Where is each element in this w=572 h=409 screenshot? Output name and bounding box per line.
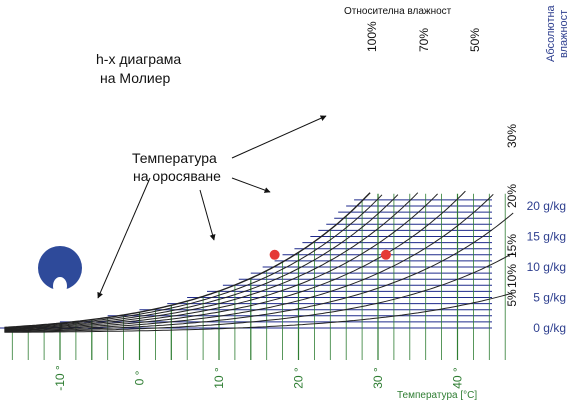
dew-point-label-line-1: Температура [132,150,217,166]
rh-curve-label: 50% [468,28,482,52]
y-axis-label-line-2: влажност [558,9,570,58]
x-tick-label: 30 ° [371,367,385,389]
rh-curve [4,212,514,332]
rh-curve-labels: 50% 70% 100% [365,21,482,52]
logo-circle [38,246,82,290]
side-rh-label: 5% [505,289,519,307]
rh-curve [4,194,399,329]
relative-humidity-label: Относителна влажност [344,6,452,17]
arrows [97,115,327,299]
logo-drop [53,277,67,295]
chart-title-line-1: h-x диаграма [96,51,182,67]
logo [38,246,82,295]
temperature-gridlines [11,193,506,360]
dew-point-arrow [97,177,151,299]
x-tick-label: 40 ° [451,367,465,389]
rh-curve-label: 70% [417,28,431,52]
data-points [269,249,391,260]
side-rh-label: 30% [505,124,519,148]
side-rh-label: 20% [505,184,519,208]
rh-curve [4,292,514,333]
rh-curve [4,252,514,333]
rh-curve-label: 100% [365,21,379,52]
side-rh-label: 15% [505,234,519,258]
side-rh-label: 10% [505,264,519,288]
x-tick-labels: -10 ° 0 ° 10 ° 20 ° 30 ° 40 ° [53,365,465,391]
rh-curve [4,193,438,331]
side-rh-labels: 5%10% 15% 20% 30% [505,124,519,307]
rh-curve [4,193,494,332]
rh-curve [4,194,383,329]
data-point [380,249,391,260]
y-tick-labels: 0 g/kg 5 g/kg 10 g/kg 15 g/kg 20 g/kg [527,199,566,335]
rh-curve [4,192,371,329]
y-axis-label-line-1: Абсолютна [545,5,557,62]
y-tick-label: 0 g/kg [533,321,566,335]
dew-point-arrow [231,115,327,159]
rh-curve [4,192,419,330]
y-tick-label: 5 g/kg [533,291,566,305]
y-tick-label: 15 g/kg [527,230,566,244]
x-tick-label: 20 ° [292,367,306,389]
dew-point-arrow [231,177,271,193]
x-tick-label: -10 ° [53,365,67,391]
dew-point-label-line-2: на оросяване [133,168,221,184]
x-axis-label: Температура [°C] [397,390,478,401]
humidity-curves [4,190,514,333]
y-tick-label: 20 g/kg [527,199,566,213]
chart-title-line-2: на Молиер [100,70,171,86]
dew-point-arrow [199,189,216,241]
x-tick-label: 0 ° [133,370,147,385]
data-point [269,249,280,260]
y-tick-label: 10 g/kg [527,260,566,274]
x-tick-label: 10 ° [212,367,226,389]
